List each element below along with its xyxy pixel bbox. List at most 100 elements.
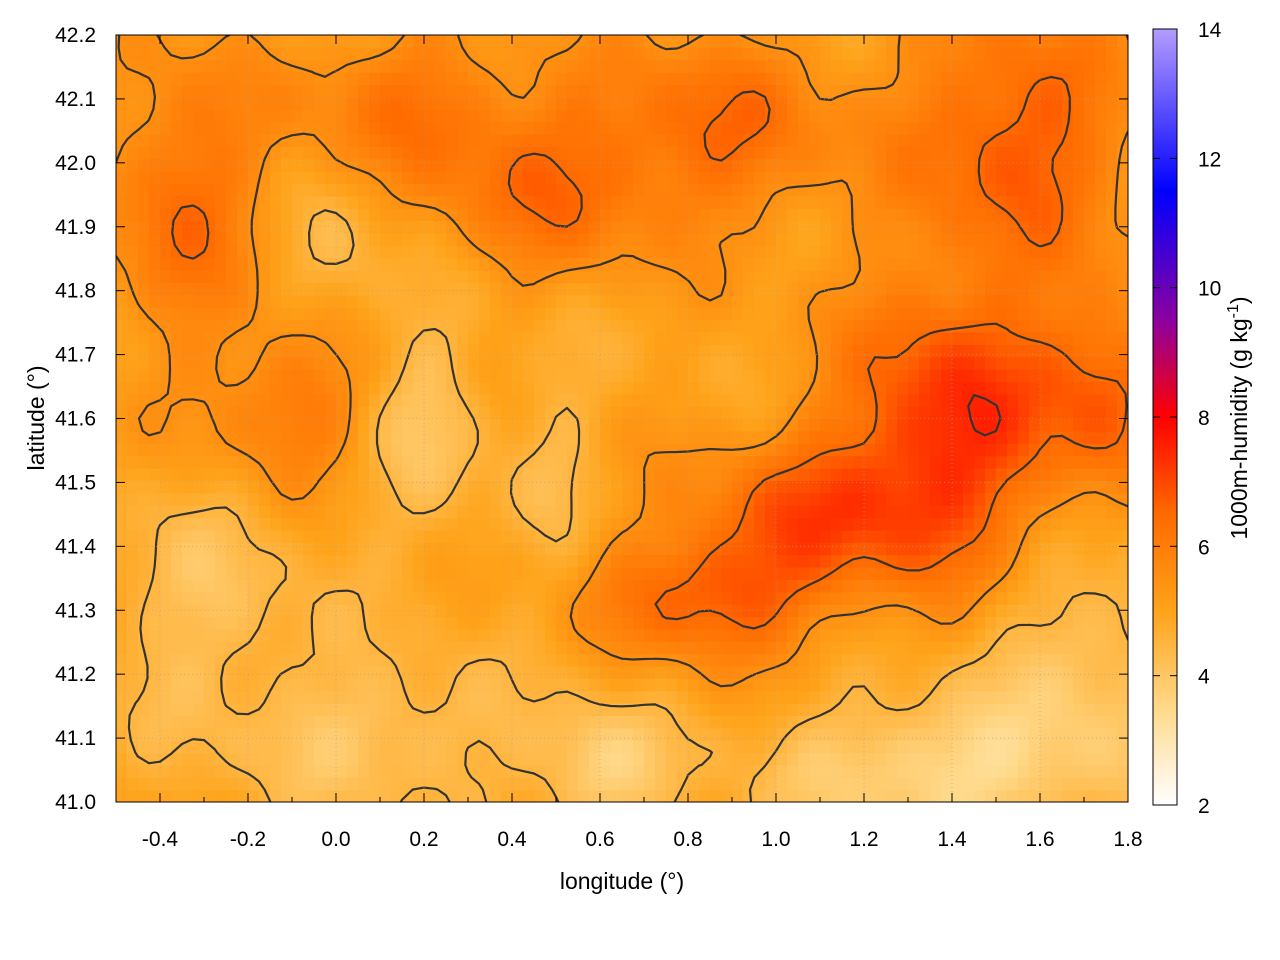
heatmap-cell bbox=[314, 393, 326, 407]
heatmap-cell bbox=[721, 418, 733, 432]
heatmap-cell bbox=[160, 752, 172, 766]
heatmap-cell bbox=[1051, 467, 1063, 481]
heatmap-cell bbox=[149, 740, 161, 754]
heatmap-cell bbox=[534, 220, 546, 234]
heatmap-cell bbox=[864, 554, 876, 568]
heatmap-cell bbox=[149, 331, 161, 345]
heatmap-cell bbox=[1029, 641, 1041, 655]
heatmap-cell bbox=[688, 492, 700, 506]
heatmap-cell bbox=[765, 529, 777, 543]
heatmap-cell bbox=[468, 393, 480, 407]
heatmap-cell bbox=[1029, 678, 1041, 692]
heatmap-cell bbox=[490, 740, 502, 754]
heatmap-cell bbox=[589, 381, 601, 395]
heatmap-cell bbox=[325, 455, 337, 469]
heatmap-cell bbox=[193, 764, 205, 778]
heatmap-cell bbox=[534, 690, 546, 704]
heatmap-cell bbox=[1029, 480, 1041, 494]
heatmap-cell bbox=[930, 616, 942, 630]
heatmap-cell bbox=[611, 752, 623, 766]
heatmap-cell bbox=[754, 777, 766, 791]
heatmap-cell bbox=[919, 133, 931, 147]
heatmap-cell bbox=[1062, 146, 1074, 160]
heatmap-cell bbox=[567, 641, 579, 655]
heatmap-cell bbox=[215, 641, 227, 655]
heatmap-cell bbox=[1040, 195, 1052, 209]
heatmap-cell bbox=[1117, 690, 1128, 704]
heatmap-cell bbox=[435, 727, 447, 741]
heatmap-cell bbox=[1117, 171, 1128, 185]
heatmap-cell bbox=[600, 764, 612, 778]
heatmap-cell bbox=[578, 430, 590, 444]
heatmap-cell bbox=[908, 133, 920, 147]
heatmap-cell bbox=[380, 727, 392, 741]
heatmap-cell bbox=[567, 232, 579, 246]
heatmap-cell bbox=[171, 467, 183, 481]
heatmap-cell bbox=[787, 727, 799, 741]
heatmap-cell bbox=[853, 319, 865, 333]
heatmap-cell bbox=[699, 208, 711, 222]
heatmap-cell bbox=[600, 294, 612, 308]
heatmap-cell bbox=[303, 566, 315, 580]
heatmap-cell bbox=[886, 505, 898, 519]
heatmap-cell bbox=[985, 628, 997, 642]
heatmap-cell bbox=[314, 282, 326, 296]
heatmap-cell bbox=[226, 641, 238, 655]
heatmap-cell bbox=[413, 616, 425, 630]
heatmap-cell bbox=[908, 641, 920, 655]
heatmap-cell bbox=[1095, 480, 1107, 494]
heatmap-cell bbox=[941, 430, 953, 444]
heatmap-cell bbox=[215, 665, 227, 679]
heatmap-cell bbox=[435, 245, 447, 259]
heatmap-cell bbox=[721, 764, 733, 778]
heatmap-cell bbox=[270, 492, 282, 506]
heatmap-cell bbox=[446, 641, 458, 655]
heatmap-cell bbox=[996, 752, 1008, 766]
heatmap-cell bbox=[270, 703, 282, 716]
heatmap-cell bbox=[501, 727, 513, 741]
heatmap-cell bbox=[160, 579, 172, 593]
heatmap-cell bbox=[1117, 579, 1128, 593]
heatmap-cell bbox=[325, 529, 337, 543]
heatmap-cell bbox=[853, 604, 865, 618]
heatmap-cell bbox=[314, 505, 326, 519]
heatmap-cell bbox=[1095, 703, 1107, 716]
heatmap-cell bbox=[644, 604, 656, 618]
heatmap-cell bbox=[380, 294, 392, 308]
heatmap-cell bbox=[930, 653, 942, 667]
heatmap-cell bbox=[721, 245, 733, 259]
heatmap-cell bbox=[1007, 270, 1019, 284]
heatmap-cell bbox=[369, 270, 381, 284]
heatmap-cell bbox=[512, 715, 524, 729]
heatmap-cell bbox=[974, 752, 986, 766]
heatmap-cell bbox=[556, 443, 568, 457]
heatmap-cell bbox=[622, 517, 634, 531]
heatmap-cell bbox=[1062, 529, 1074, 543]
heatmap-cell bbox=[248, 282, 260, 296]
heatmap-cell bbox=[952, 616, 964, 630]
heatmap-cell bbox=[853, 715, 865, 729]
heatmap-cell bbox=[380, 418, 392, 432]
heatmap-cell bbox=[974, 554, 986, 568]
heatmap-cell bbox=[710, 740, 722, 754]
heatmap-cell bbox=[1073, 703, 1085, 716]
heatmap-cell bbox=[501, 641, 513, 655]
heatmap-cell bbox=[171, 727, 183, 741]
heatmap-cell bbox=[215, 443, 227, 457]
heatmap-cell bbox=[215, 715, 227, 729]
heatmap-cell bbox=[809, 158, 821, 172]
heatmap-cell bbox=[1018, 554, 1030, 568]
heatmap-cell bbox=[501, 418, 513, 432]
heatmap-cell bbox=[1095, 232, 1107, 246]
heatmap-cell bbox=[391, 381, 403, 395]
heatmap-cell bbox=[710, 406, 722, 420]
heatmap-cell bbox=[952, 356, 964, 370]
heatmap-cell bbox=[226, 393, 238, 407]
heatmap-cell bbox=[358, 505, 370, 519]
heatmap-cell bbox=[424, 492, 436, 506]
heatmap-cell bbox=[809, 727, 821, 741]
heatmap-cell bbox=[644, 319, 656, 333]
heatmap-cell bbox=[985, 369, 997, 382]
heatmap-cell bbox=[402, 727, 414, 741]
heatmap-cell bbox=[138, 690, 150, 704]
